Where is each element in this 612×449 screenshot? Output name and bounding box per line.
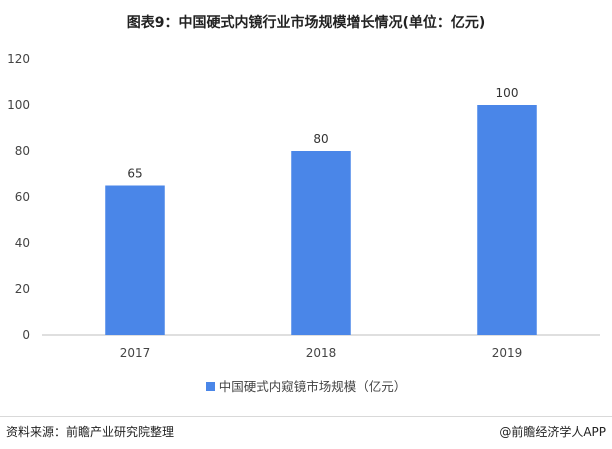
y-tick-label: 20 [15,282,30,296]
chart-title: 图表9：中国硬式内镜行业市场规模增长情况(单位：亿元) [126,15,486,31]
source-note: 资料来源：前瞻产业研究院整理 [6,425,175,439]
y-tick-label: 120 [7,52,30,66]
y-tick-label: 80 [15,144,30,158]
x-tick-label: 2017 [120,346,151,360]
bar [477,105,537,335]
y-tick-label: 0 [22,328,30,342]
bar [105,185,165,335]
y-tick-label: 60 [15,190,30,204]
credit-note: @前瞻经济学人APP [499,425,606,439]
legend-label: 中国硬式内窥镜市场规模（亿元） [218,379,407,394]
bar [291,151,351,335]
x-tick-label: 2019 [492,346,523,360]
data-label: 65 [127,167,142,181]
bar-chart: 0 20 40 60 80 100 120 65 2017 80 2018 100 2019 [7,52,600,360]
x-tick-label: 2018 [306,346,337,360]
y-tick-label: 40 [15,236,30,250]
footer-divider [0,416,612,417]
chart-legend: 中国硬式内窥镜市场规模（亿元） [0,376,612,395]
data-label: 100 [496,86,519,100]
y-tick-label: 100 [7,98,30,112]
data-label: 80 [313,132,328,146]
legend-swatch [205,382,215,391]
